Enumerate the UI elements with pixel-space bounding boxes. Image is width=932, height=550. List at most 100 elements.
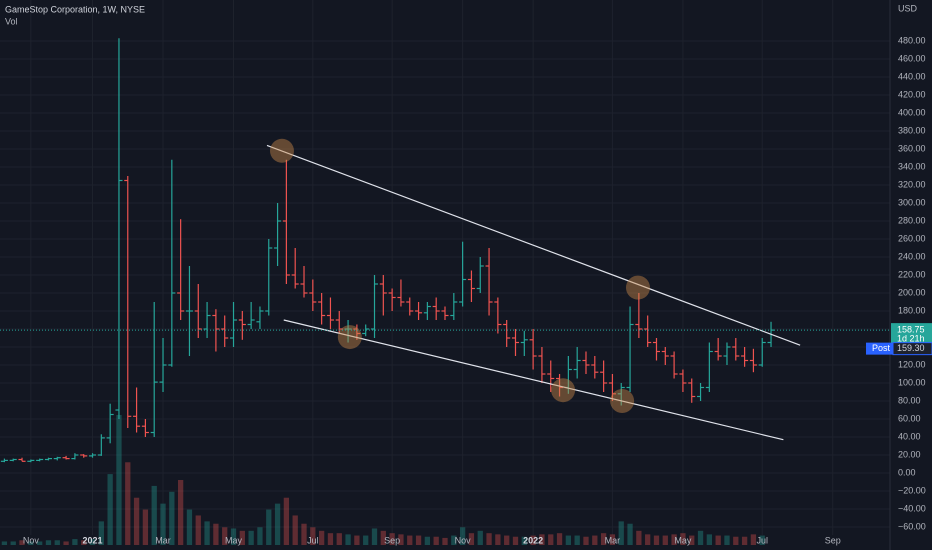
volume-bar (1, 541, 8, 545)
volume-bar (186, 509, 193, 545)
volume-bar (380, 530, 386, 545)
volume-bar (486, 533, 492, 545)
volume-bar (459, 527, 466, 545)
volume-bar (72, 539, 78, 545)
volume-bar (354, 535, 360, 545)
volume-bar (28, 541, 34, 545)
volume-bar (63, 541, 69, 545)
y-tick-label: 340.00 (898, 161, 926, 171)
volume-bar (19, 540, 25, 545)
volume-bar (266, 509, 272, 545)
volume-bar (169, 491, 175, 545)
volume-bar (327, 533, 334, 545)
volume-bar (371, 528, 378, 545)
volume-bar (733, 536, 739, 545)
volume-bar (178, 480, 184, 545)
volume-bar (10, 541, 16, 545)
y-tick-label: 0.00 (898, 467, 916, 477)
volume-bar (468, 533, 475, 545)
volume-bar (645, 534, 651, 545)
y-tick-label: 120.00 (898, 359, 926, 369)
volume-bar (539, 534, 545, 545)
y-axis-label: USD (898, 3, 918, 13)
x-tick-label: 2022 (523, 535, 543, 545)
post-price-label: 159.30 (897, 343, 925, 353)
volume-bar (706, 534, 712, 545)
highlight (269, 138, 294, 163)
volume-bar (548, 534, 554, 545)
y-tick-label: −20.00 (898, 485, 926, 495)
volume-bar (195, 515, 201, 545)
volume-bar (310, 527, 316, 545)
y-tick-label: −60.00 (898, 521, 926, 531)
volume-bar (89, 539, 96, 545)
volume-bar (160, 503, 166, 545)
volume-bar (583, 536, 589, 545)
volume-bar (37, 541, 43, 545)
chart-title: GameStop Corporation, 1W, NYSE (5, 4, 145, 14)
x-tick-label: Nov (455, 535, 472, 545)
y-tick-label: 100.00 (898, 377, 926, 387)
y-tick-label: 240.00 (898, 251, 926, 261)
y-tick-label: 200.00 (898, 287, 926, 297)
volume-bar (415, 535, 422, 545)
volume-bar (636, 530, 642, 545)
volume-bar (98, 521, 104, 545)
x-tick-label: Jul (307, 535, 319, 545)
post-price-box (892, 342, 932, 356)
y-tick-label: 320.00 (898, 179, 926, 189)
volume-bar (204, 521, 210, 545)
volume-bar (671, 534, 677, 545)
post-tag (866, 342, 893, 355)
volume-bar (697, 530, 704, 545)
volume-bar (433, 536, 439, 545)
trendline (266, 144, 801, 346)
volume-bar (574, 535, 580, 545)
y-tick-label: 480.00 (898, 35, 926, 45)
volume-bar (45, 540, 52, 545)
x-tick-label: 2021 (83, 535, 103, 545)
volume-bar (336, 533, 342, 545)
volume-bar (345, 534, 351, 545)
volume-bar (257, 527, 263, 545)
y-tick-label: 180.00 (898, 305, 926, 315)
last-price-label: 158.75 (897, 325, 925, 335)
x-tick-label: Sep (825, 535, 841, 545)
y-tick-label: 220.00 (898, 269, 926, 279)
highlight (551, 378, 576, 403)
volume-bar (495, 534, 501, 545)
volume-bar (424, 536, 431, 545)
volume-bar (556, 533, 563, 545)
volume-label: Vol (5, 16, 18, 26)
volume-bar (301, 523, 307, 545)
volume-bar (407, 535, 413, 545)
y-tick-label: 280.00 (898, 215, 926, 225)
highlight (337, 325, 362, 350)
x-tick-label: Sep (384, 535, 400, 545)
volume-bar (125, 462, 131, 545)
volume-bar (142, 509, 149, 545)
volume-bar (724, 535, 730, 545)
y-tick-label: 380.00 (898, 125, 926, 135)
volume-bar (600, 533, 607, 545)
highlight (610, 389, 635, 413)
x-tick-label: Jul (756, 535, 768, 545)
y-tick-label: 80.00 (898, 395, 921, 405)
volume-bar (689, 535, 695, 545)
volume-bar (442, 537, 448, 545)
post-tag-label: Post (872, 343, 891, 353)
volume-bar (565, 535, 572, 545)
volume-bar (477, 530, 483, 545)
volume-bar (741, 536, 748, 545)
y-tick-label: 420.00 (898, 89, 926, 99)
y-tick-label: 300.00 (898, 197, 926, 207)
countdown: 1d 21h (897, 334, 925, 344)
volume-bar (521, 536, 527, 545)
y-tick-label: 440.00 (898, 71, 926, 81)
last-price-box (891, 323, 932, 346)
volume-bar (398, 534, 404, 545)
volume-bar (662, 535, 668, 545)
x-tick-label: Mar (155, 535, 171, 545)
volume-bar (363, 535, 369, 545)
